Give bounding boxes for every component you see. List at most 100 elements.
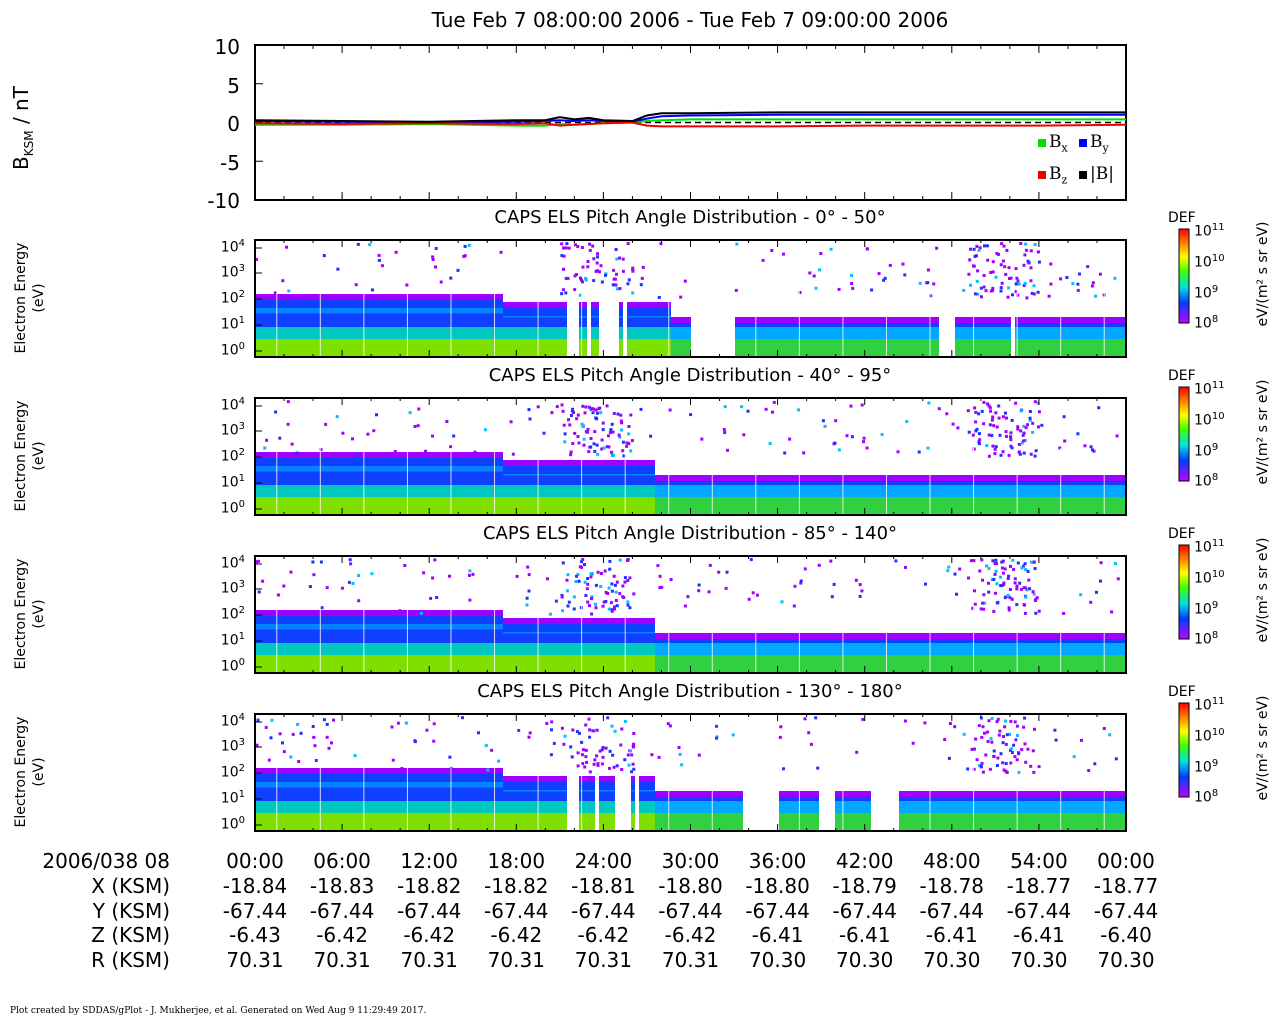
spectrogram-band xyxy=(427,466,431,472)
spectrogram-band xyxy=(475,308,479,314)
colorbar-tick: 108 xyxy=(1194,472,1218,490)
spectrogram-edge xyxy=(319,294,323,300)
spectrogram-band xyxy=(523,339,527,357)
spectrogram-band xyxy=(1091,339,1095,357)
spectrogram-edge xyxy=(1111,475,1115,481)
spectrogram-band xyxy=(739,339,743,357)
spectrogram-edge xyxy=(419,768,423,774)
spectrogram-band xyxy=(491,643,495,655)
spectrogram-band xyxy=(579,632,583,634)
spectrogram-band xyxy=(559,497,563,515)
spectrogram-point xyxy=(589,437,593,440)
spectrogram-band xyxy=(647,327,651,339)
spectrogram-band xyxy=(1107,481,1111,485)
spectrogram-band xyxy=(895,481,899,485)
spectrogram-band xyxy=(951,655,955,673)
spectrogram-edge xyxy=(259,610,263,616)
spectrogram-band xyxy=(371,327,375,339)
spectrogram-band xyxy=(891,481,895,485)
spectrogram-point xyxy=(586,430,589,434)
spectrogram-band xyxy=(1047,643,1051,655)
spectrogram-point xyxy=(987,404,991,408)
spectrogram-band xyxy=(823,655,827,673)
spectrogram-edge xyxy=(607,460,611,466)
spectrogram-point xyxy=(1059,277,1063,281)
spectrogram-band xyxy=(951,481,955,485)
spectrogram-band xyxy=(763,485,767,497)
spectrogram-band xyxy=(567,655,571,673)
spectrogram-edge xyxy=(359,610,363,616)
spectrogram-edge xyxy=(1091,475,1095,481)
spectrogram-edge xyxy=(527,460,531,466)
spectrogram-band xyxy=(311,624,315,630)
spectrogram-edge xyxy=(595,460,599,466)
spectrogram-band xyxy=(1083,643,1087,655)
spectrogram-band xyxy=(475,813,479,831)
spectrogram-band xyxy=(1051,327,1055,339)
spectrogram-edge xyxy=(1083,633,1087,639)
spectrogram-band xyxy=(587,813,591,831)
spectrogram-band xyxy=(967,643,971,655)
spectrogram-band xyxy=(539,316,543,318)
spectrogram-point xyxy=(1031,421,1035,425)
spectrogram-edge xyxy=(1063,633,1067,639)
spectrogram-edge xyxy=(463,294,467,300)
spectrogram-edge xyxy=(523,302,527,308)
spectrogram-band xyxy=(707,481,711,485)
spectrogram-band xyxy=(475,327,479,339)
spectrogram-band xyxy=(871,327,875,339)
spectrogram-point xyxy=(845,434,849,438)
spectrogram-edge xyxy=(943,475,947,481)
spectrogram-band xyxy=(655,655,659,673)
energy-ylabel: Electron Energy (eV) xyxy=(12,396,48,516)
spectrogram-band xyxy=(415,624,419,630)
spectrogram-band xyxy=(635,316,639,318)
spectrogram-band xyxy=(595,316,599,318)
spectrogram-band xyxy=(659,339,663,357)
spectrogram-band xyxy=(547,790,551,792)
spectrogram-band xyxy=(1083,481,1087,485)
spectrogram-band xyxy=(699,643,703,655)
spectrogram-band xyxy=(783,639,787,643)
spectrogram-band xyxy=(699,639,703,643)
spectrogram-edge xyxy=(399,452,403,458)
spectrogram-band xyxy=(291,497,295,515)
spectrogram-band xyxy=(607,632,611,634)
spectrogram-band xyxy=(871,481,875,485)
mag-field-plot xyxy=(254,44,1127,201)
spectrogram-point xyxy=(566,604,570,608)
spectrogram-band xyxy=(891,497,895,515)
spectrogram-band xyxy=(519,813,523,831)
spectrogram-band xyxy=(415,308,419,314)
spectrogram-edge xyxy=(743,633,747,639)
spectrogram-edge xyxy=(971,317,975,323)
spectrogram-band xyxy=(655,481,659,485)
spectrogram-title: CAPS ELS Pitch Angle Distribution - 40° … xyxy=(488,365,892,386)
spectrogram-edge xyxy=(579,460,583,466)
spectrogram-band xyxy=(255,339,259,357)
spectrogram-point xyxy=(619,419,623,423)
spectrogram-band xyxy=(795,655,799,673)
spectrogram-band xyxy=(975,327,979,339)
spectrogram-band xyxy=(1071,481,1075,485)
spectrogram-band xyxy=(479,339,483,357)
spectrogram-band xyxy=(551,339,555,357)
spectrogram-band xyxy=(587,632,591,634)
spectrogram-band xyxy=(555,632,559,634)
spectrogram-band xyxy=(307,655,311,673)
spectrogram-edge xyxy=(311,452,315,458)
spectrogram-point xyxy=(319,448,323,452)
spectrogram-band xyxy=(563,339,567,357)
spectrogram-point xyxy=(1007,286,1011,290)
spectrogram-band xyxy=(787,497,791,515)
spectrogram-band xyxy=(995,639,999,643)
spectrogram-point xyxy=(565,578,569,582)
spectrogram-point xyxy=(582,437,586,441)
spectrogram-point xyxy=(429,596,433,600)
spectrogram-band xyxy=(1111,639,1115,643)
spectrogram-band xyxy=(699,813,703,831)
spectrogram-band xyxy=(807,481,811,485)
spectrogram-edge xyxy=(531,460,535,466)
spectrogram-band xyxy=(335,624,339,630)
colorbar-tick-exp: 9 xyxy=(1211,284,1219,295)
